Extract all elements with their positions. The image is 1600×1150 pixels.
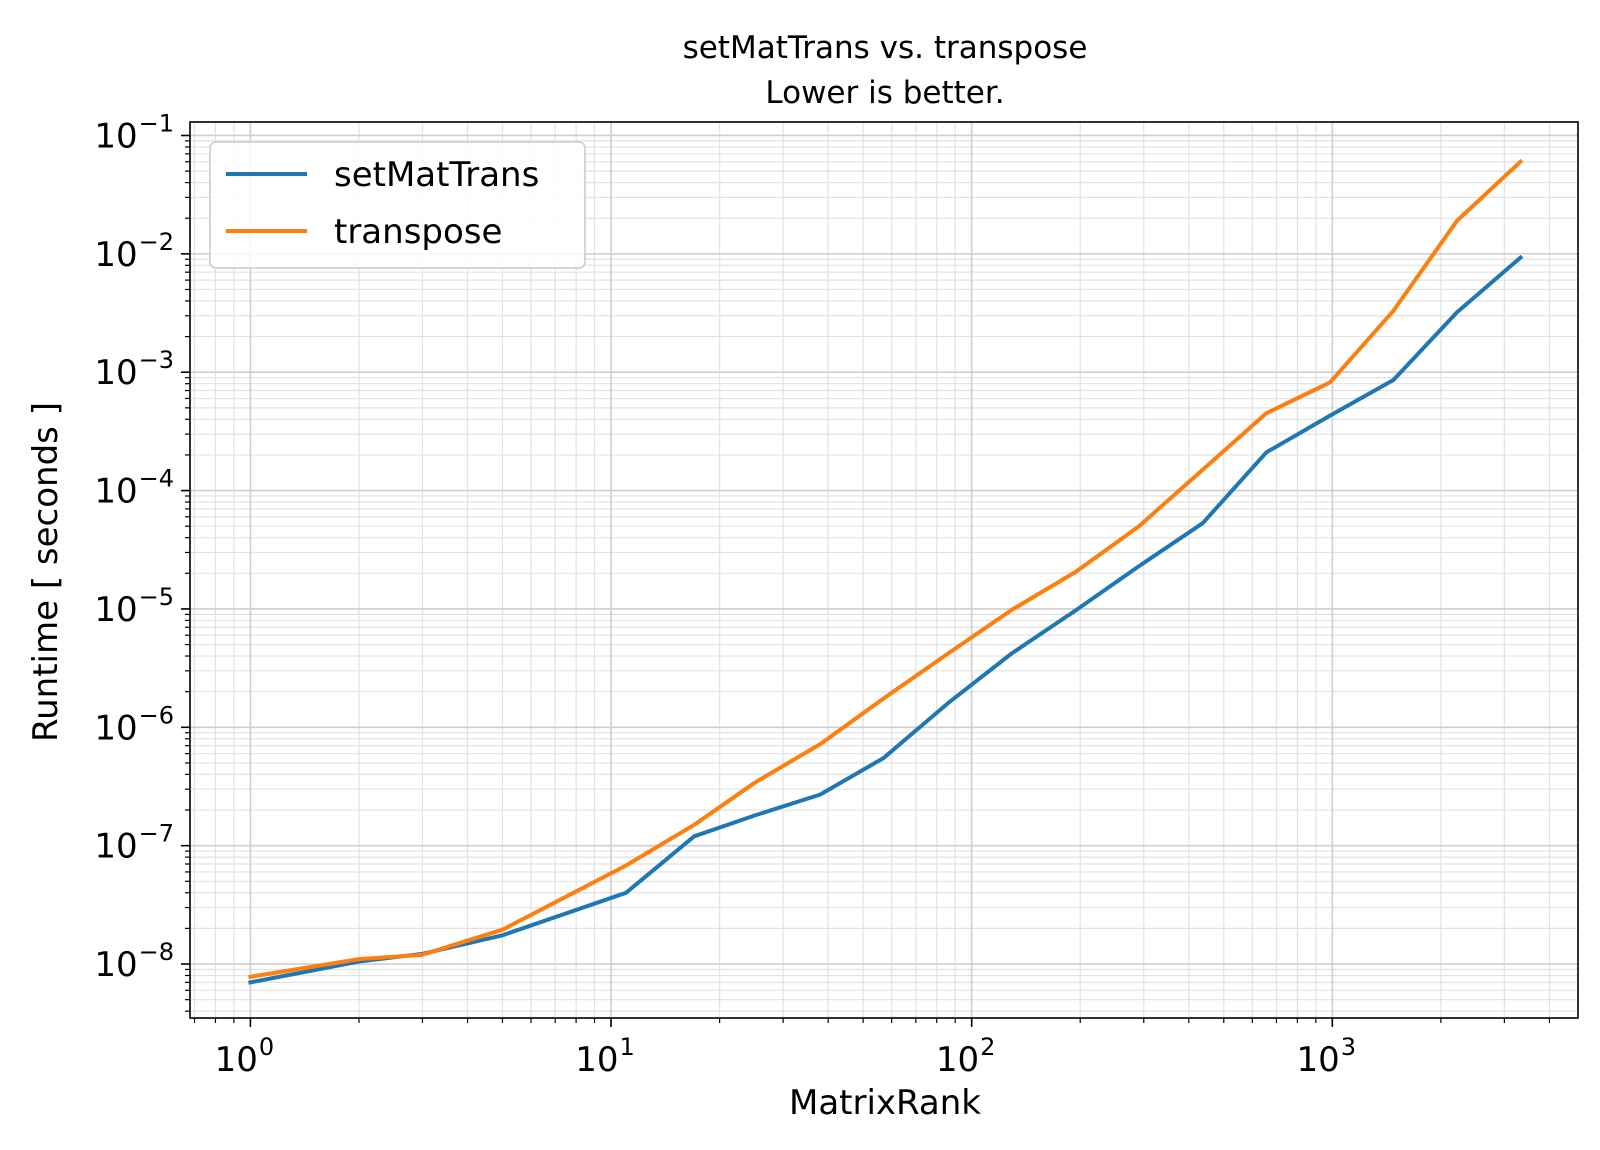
y-tick-label: 10−7 [94, 820, 174, 867]
major-gridlines [190, 122, 1578, 1018]
axis-ticks [181, 134, 1551, 1027]
chart-subtitle: Lower is better. [765, 75, 1004, 111]
series-line-transpose [248, 158, 1524, 980]
chart-title: setMatTrans vs. transpose [683, 30, 1088, 66]
y-axis-label: Runtime [ seconds ] [26, 402, 66, 742]
legend: setMatTrans transpose [209, 141, 586, 269]
legend-label-setmattrans: setMatTrans [334, 155, 539, 195]
series-lines [248, 158, 1524, 985]
y-tick-label: 10−4 [94, 465, 174, 512]
x-axis-label: MatrixRank [789, 1083, 981, 1123]
tick-labels: 100 101 102 103 10−8 10−7 10−6 10−5 10−4 10−3 10−2… [94, 109, 1356, 1080]
y-tick-label: 10−2 [94, 228, 174, 275]
legend-label-transpose: transpose [334, 212, 502, 252]
x-tick-label: 100 [215, 1033, 275, 1080]
y-tick-label: 10−6 [94, 701, 174, 748]
minor-gridlines [190, 122, 1578, 1018]
y-tick-label: 10−1 [94, 109, 174, 156]
y-tick-label: 10−8 [94, 938, 174, 985]
y-tick-label: 10−3 [94, 346, 174, 393]
x-tick-label: 103 [1297, 1033, 1357, 1080]
x-tick-label: 101 [575, 1033, 635, 1080]
y-tick-label: 10−5 [94, 583, 174, 630]
plot-frame [189, 121, 1579, 1019]
x-tick-label: 102 [936, 1033, 996, 1080]
series-line-setmattrans [248, 254, 1524, 985]
